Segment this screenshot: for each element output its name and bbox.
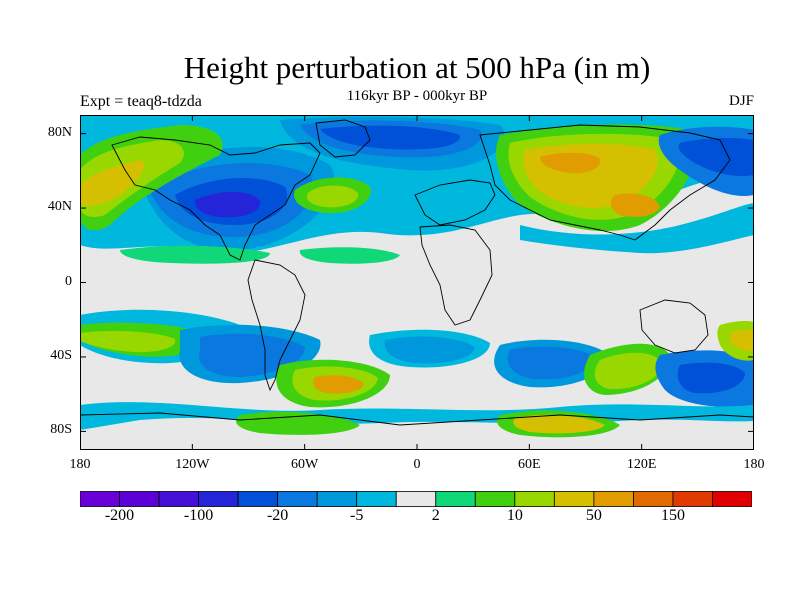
lat-tick-label: 40S <box>50 347 72 363</box>
colorbar-swatch <box>356 491 397 507</box>
lon-tick-label: 120E <box>626 457 657 472</box>
chart-title: Height perturbation at 500 hPa (in m) <box>183 50 651 85</box>
colorbar-label: 150 <box>660 507 685 524</box>
colorbar-label: -200 <box>104 507 135 524</box>
colorbar-label: 50 <box>585 507 602 524</box>
lat-tick-label: 80S <box>50 422 72 438</box>
colorbar-swatch <box>198 491 239 507</box>
colorbar-label: 2 <box>431 507 440 524</box>
colorbar-swatch <box>672 491 713 507</box>
colorbar-label: -100 <box>183 507 214 524</box>
colorbar-swatch <box>119 491 160 507</box>
colorbar-swatch <box>158 491 199 507</box>
lon-tick-label: 180 <box>69 457 91 472</box>
lon-tick-label: 60E <box>518 457 541 472</box>
lat-tick-label: 40N <box>47 199 72 215</box>
season-label: DJF <box>728 93 754 109</box>
lat-tick-label: 80N <box>47 124 72 140</box>
experiment-label: Expt = teaq8-tdzda <box>80 93 202 110</box>
lon-tick-label: 120W <box>175 457 210 472</box>
colorbar-swatch <box>712 491 752 507</box>
colorbar-swatch <box>593 491 634 507</box>
colorbar-swatch <box>514 491 555 507</box>
lon-tick-label: 0 <box>413 457 421 472</box>
colorbar <box>80 491 752 507</box>
colorbar-swatch <box>633 491 674 507</box>
colorbar-label: 10 <box>506 507 523 524</box>
colorbar-label: -5 <box>350 507 364 524</box>
lat-tick-label: 0 <box>65 273 72 289</box>
height-perturbation-map <box>80 115 754 450</box>
axis-ticks <box>80 115 754 450</box>
contour-field <box>80 115 754 450</box>
colorbar-swatch <box>80 491 120 507</box>
colorbar-swatch <box>435 491 476 507</box>
colorbar-swatch <box>395 491 437 507</box>
colorbar-swatch <box>237 491 279 507</box>
colorbar-swatch <box>277 491 318 507</box>
colorbar-swatch <box>316 491 358 507</box>
chart-subtitle: 116kyr BP - 000kyr BP <box>346 88 488 104</box>
lon-tick-label: 60W <box>291 457 319 472</box>
colorbar-swatch <box>553 491 595 507</box>
colorbar-label: -20 <box>266 507 289 524</box>
colorbar-swatch <box>474 491 516 507</box>
lon-tick-label: 180 <box>743 457 765 472</box>
